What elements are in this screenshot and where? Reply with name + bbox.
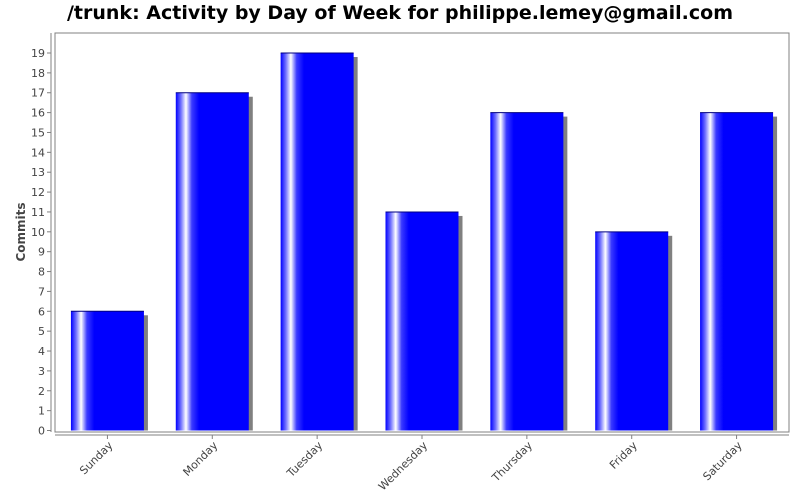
y-tick-label: 17 <box>31 87 45 100</box>
y-tick-label: 14 <box>31 146 45 159</box>
bar-thursday <box>490 112 564 431</box>
y-tick-label: 11 <box>31 206 45 219</box>
x-axis-ticks: Sunday Monday Tuesday Wednesday Thursday Frid… <box>77 435 745 493</box>
y-tick-label: 8 <box>38 266 45 279</box>
bar-sunday <box>70 311 144 431</box>
y-tick-label: 0 <box>38 425 45 438</box>
bar-tuesday <box>280 53 354 431</box>
x-tick-label: Saturday <box>700 439 745 484</box>
x-tick-label: Wednesday <box>376 439 431 494</box>
y-tick-label: 5 <box>38 325 45 338</box>
x-tick-label: Friday <box>607 439 640 472</box>
x-tick-label: Sunday <box>77 439 116 478</box>
x-tick-label: Monday <box>180 439 220 479</box>
y-axis-title: Commits <box>14 202 28 261</box>
x-tick-label: Tuesday <box>284 439 326 481</box>
y-tick-label: 15 <box>31 126 45 139</box>
y-tick-label: 9 <box>38 246 45 259</box>
bar-monday <box>175 92 249 431</box>
y-tick-label: 3 <box>38 365 45 378</box>
y-tick-label: 18 <box>31 67 45 80</box>
y-tick-label: 1 <box>38 405 45 418</box>
chart-title: /trunk: Activity by Day of Week for phil… <box>66 2 733 24</box>
y-tick-label: 2 <box>38 385 45 398</box>
bars <box>70 52 778 431</box>
y-tick-label: 12 <box>31 186 45 199</box>
y-tick-label: 13 <box>31 166 45 179</box>
y-tick-label: 4 <box>38 345 45 358</box>
y-tick-label: 19 <box>31 47 45 60</box>
y-tick-label: 7 <box>38 285 45 298</box>
bar-friday <box>595 231 669 431</box>
bar-saturday <box>700 112 774 431</box>
y-tick-label: 10 <box>31 226 45 239</box>
y-tick-label: 6 <box>38 305 45 318</box>
x-tick-label: Thursday <box>489 439 535 485</box>
y-tick-label: 16 <box>31 107 45 120</box>
bar-wednesday <box>385 211 459 431</box>
